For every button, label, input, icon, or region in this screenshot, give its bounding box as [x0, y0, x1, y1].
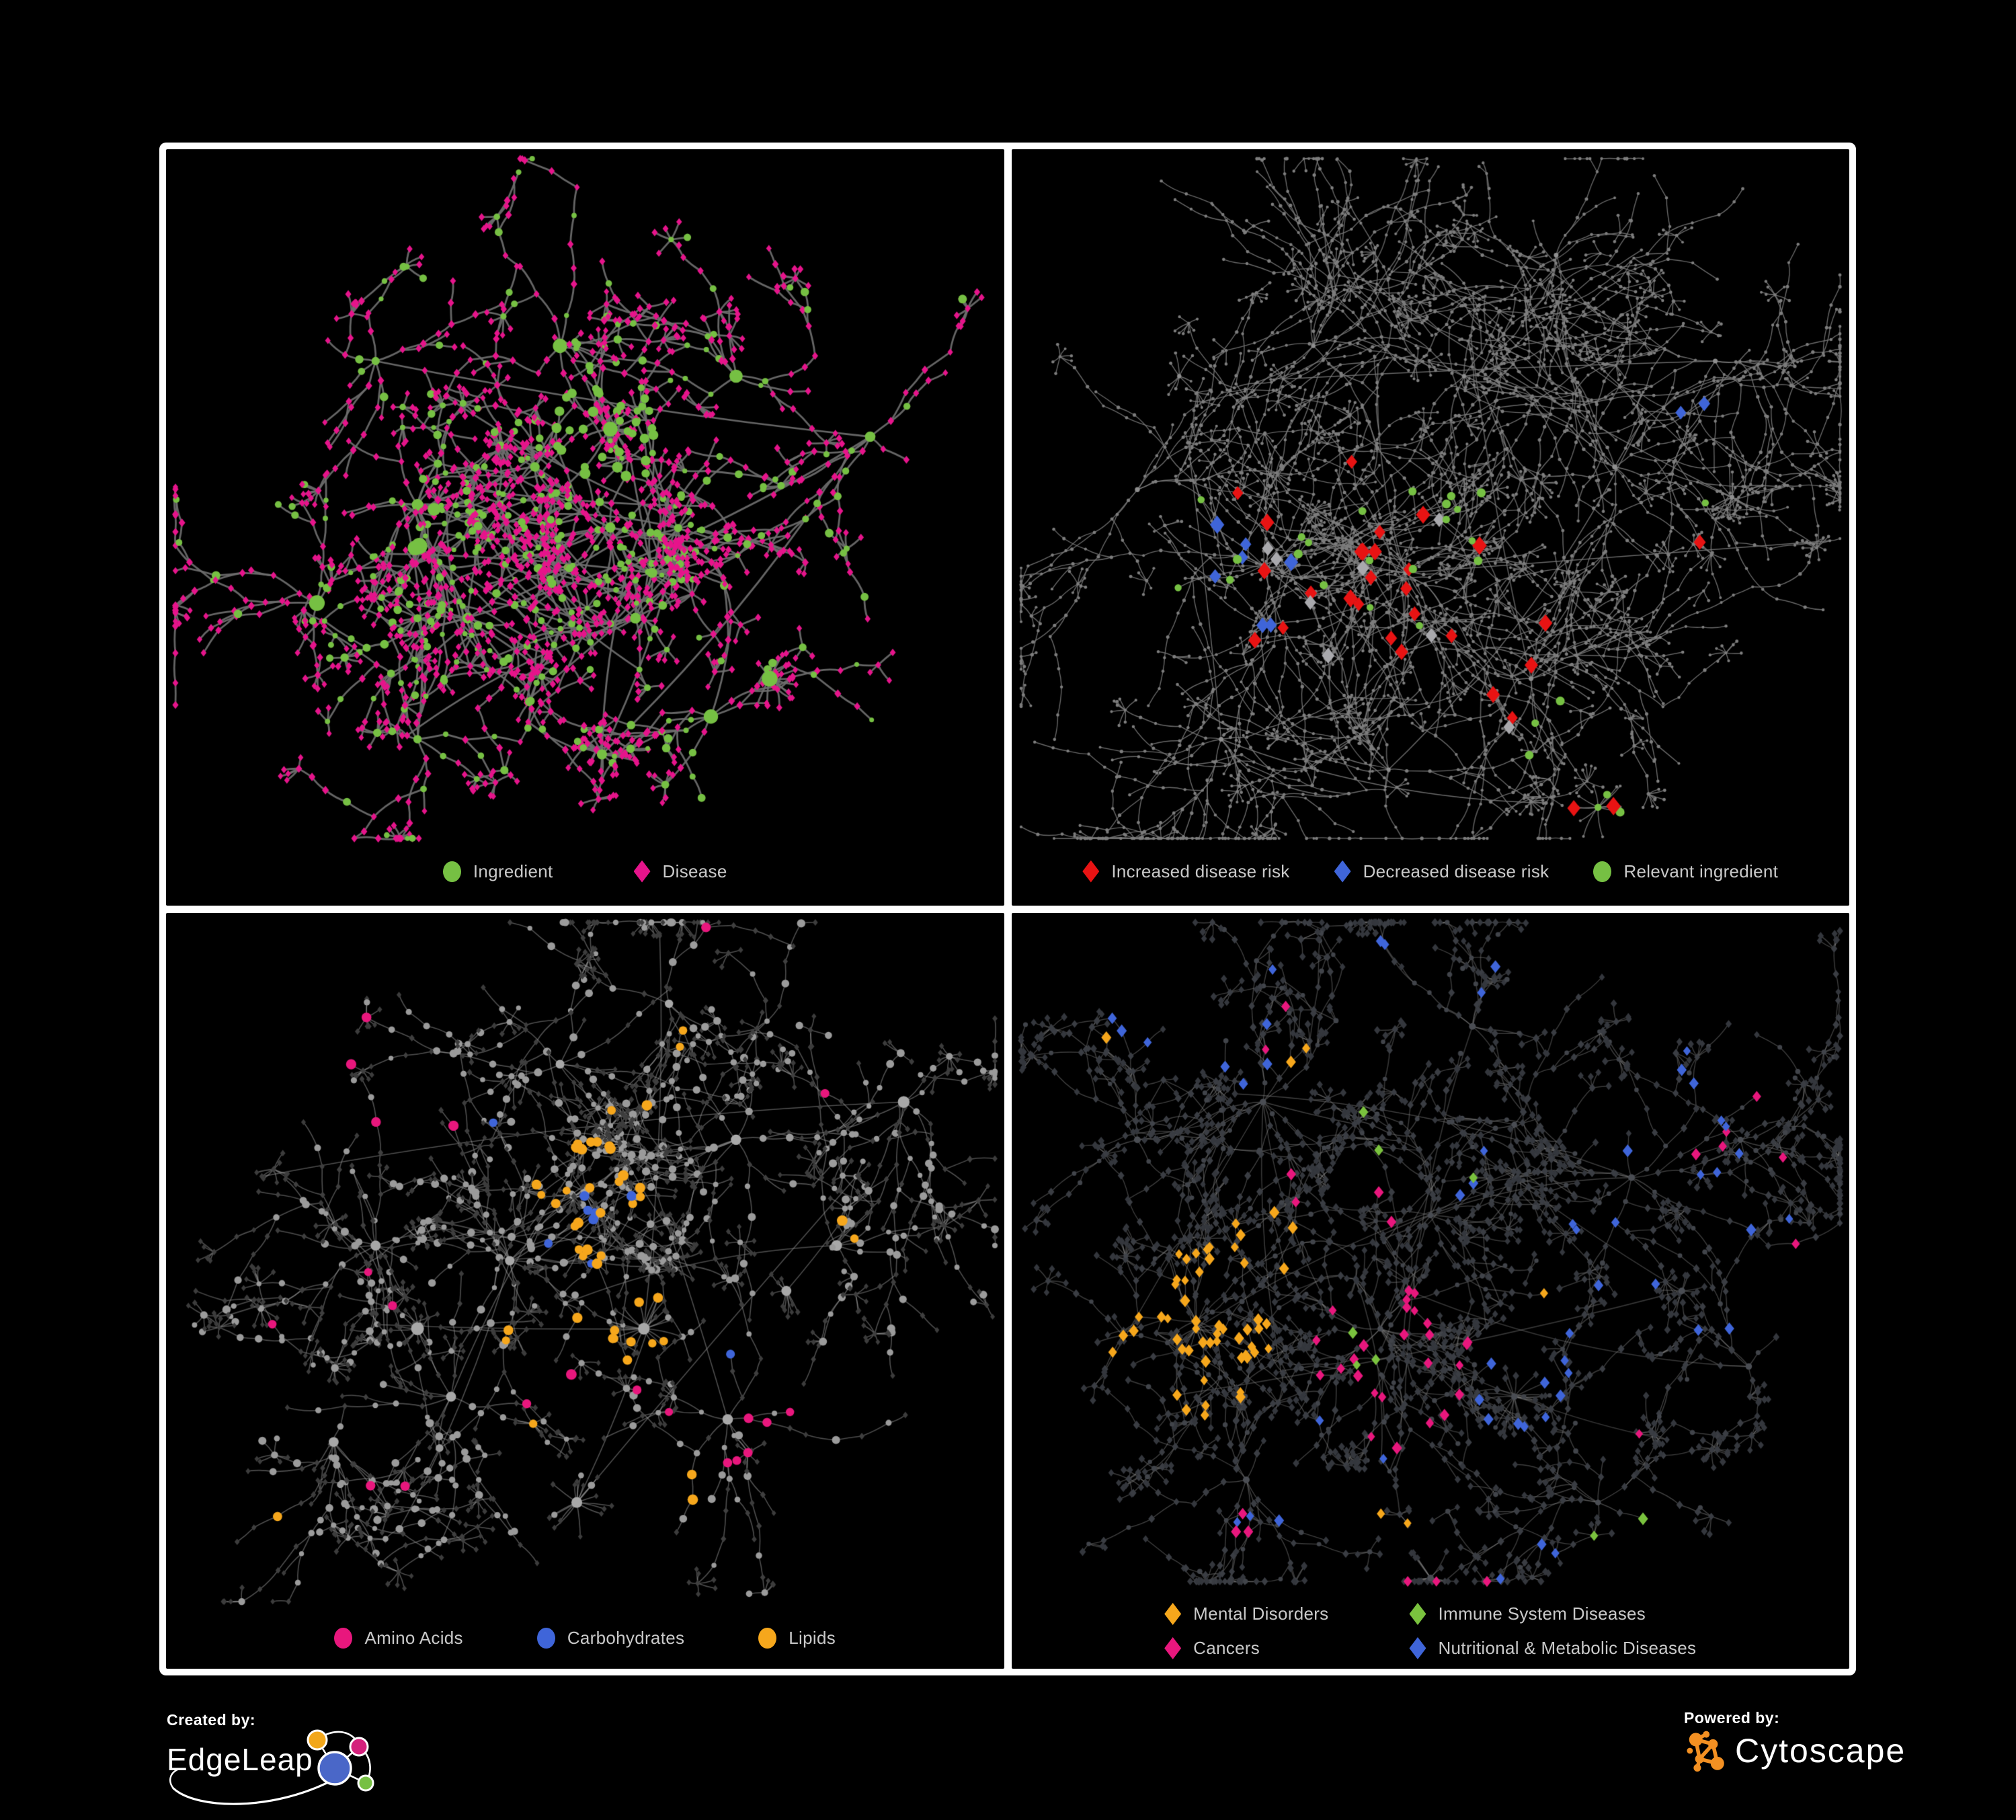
- cytoscape-logo: Cytoscape: [1684, 1730, 1906, 1772]
- panel-disease-risk: Increased disease risk Decreased disease …: [1011, 149, 1849, 906]
- edgeleap-network-icon: [169, 1729, 374, 1805]
- network-canvas-disease-risk: [1011, 149, 1849, 906]
- created-by-label: Created by:: [167, 1711, 256, 1729]
- network-canvas-nutrient-classes: [166, 912, 1004, 1669]
- panel-disease-categories: Mental Disorders Immune System Diseases Ca…: [1011, 912, 1849, 1669]
- created-by-block: Created by: EdgeLeap: [167, 1711, 389, 1813]
- powered-by-block: Powered by:: [1684, 1709, 1906, 1772]
- panel-grid: Ingredient Disease Increased disease risk…: [159, 143, 1856, 1675]
- edgeleap-wordmark: EdgeLeap: [167, 1742, 313, 1777]
- powered-by-label: Powered by:: [1684, 1709, 1780, 1727]
- panel-nutrient-classes: Amino Acids Carbohydrates Lipids: [166, 912, 1004, 1669]
- cytoscape-network-icon: [1687, 1731, 1724, 1772]
- edgeleap-logo: EdgeLeap: [167, 1729, 389, 1813]
- cytoscape-wordmark: Cytoscape: [1735, 1732, 1906, 1770]
- panel-ingredient-disease: Ingredient Disease: [166, 149, 1004, 906]
- network-canvas-disease-categories: [1011, 912, 1849, 1669]
- network-canvas-ingredient-disease: [166, 149, 1004, 906]
